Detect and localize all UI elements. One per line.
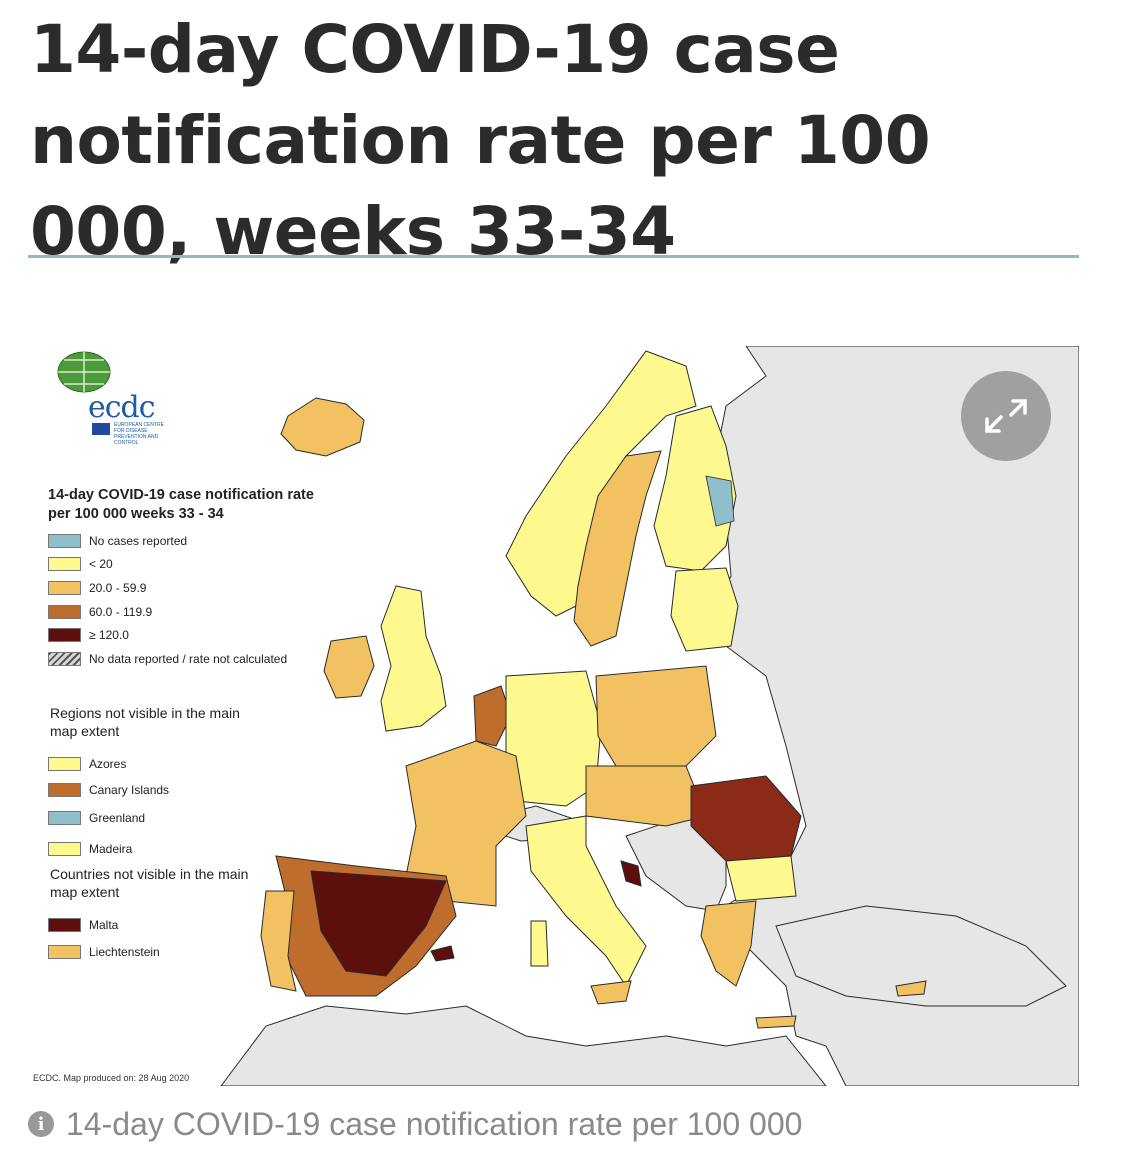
legend-swatch (48, 628, 81, 642)
legend-item: Malta (48, 917, 118, 933)
ireland (323, 635, 375, 699)
non-eu-land-africa (220, 1005, 827, 1086)
legend-swatch (48, 605, 81, 619)
cyprus (895, 980, 927, 997)
caption-text: 14-day COVID-19 case notification rate p… (66, 1105, 803, 1142)
legend-swatch (48, 557, 81, 571)
legend-item: Canary Islands (48, 782, 169, 798)
bulgaria (725, 855, 797, 902)
globe-icon (57, 351, 111, 393)
eu-flag-icon (92, 423, 110, 435)
greece (700, 900, 757, 987)
non-eu-turkey (775, 905, 1067, 1007)
legend-swatch (48, 534, 81, 548)
finland-no-cases (705, 475, 735, 527)
map-production-note: ECDC. Map produced on: 28 Aug 2020 (33, 1073, 190, 1083)
countries-not-visible-title: Countries not visible in the main map ex… (50, 866, 249, 900)
legend-item: 60.0 - 119.9 (48, 604, 152, 620)
croatia-coast (620, 860, 642, 887)
legend-title: 14-day COVID-19 case notification rate p… (48, 487, 314, 522)
image-caption: i 14-day COVID-19 case notification rate… (28, 1104, 802, 1144)
legend-swatch (48, 842, 81, 856)
legend-label: Azores (89, 757, 127, 771)
portugal (260, 890, 297, 992)
legend-item: Azores (48, 756, 126, 772)
italy (525, 815, 647, 987)
legend-label: ≥ 120.0 (89, 628, 129, 642)
legend-label: Madeira (89, 842, 133, 856)
legend-swatch (48, 757, 81, 771)
logo-subtitle: EUROPEAN CENTRE FOR DISEASE PREVENTION A… (114, 422, 165, 446)
legend-item: No data reported / rate not calculated (48, 651, 287, 667)
crete (755, 1015, 797, 1029)
europe-map (220, 346, 1079, 1086)
legend-label: 20.0 - 59.9 (89, 581, 147, 595)
logo-text: ecdc (88, 390, 156, 425)
legend-label: Liechtenstein (89, 945, 160, 959)
finland (653, 405, 737, 572)
benelux (473, 685, 512, 747)
ecdc-logo: ecdc EUROPEAN CENTRE FOR DISEASE PREVENT… (48, 348, 164, 446)
legend-label: < 20 (89, 557, 113, 571)
czech-austria-hungary (585, 765, 707, 827)
sardinia (530, 920, 549, 967)
legend-swatch (48, 945, 81, 959)
info-icon[interactable]: i (28, 1111, 54, 1137)
expand-map-button[interactable] (961, 371, 1051, 461)
legend-label: No cases reported (89, 534, 188, 548)
regions-not-visible-title: Regions not visible in the main map exte… (50, 705, 240, 739)
spain-high (310, 870, 447, 977)
united-kingdom (380, 585, 447, 732)
sicily (590, 980, 632, 1005)
map-figure: ecdc EUROPEAN CENTRE FOR DISEASE PREVENT… (26, 346, 1079, 1086)
legend-item: 20.0 - 59.9 (48, 580, 146, 596)
france (405, 740, 527, 907)
baltics (670, 567, 739, 652)
balearic (430, 945, 455, 962)
legend-item: Greenland (48, 810, 145, 826)
headline-divider (28, 255, 1079, 258)
legend-swatch-hatched (48, 652, 81, 666)
legend-label: Malta (89, 918, 119, 932)
legend-swatch (48, 581, 81, 595)
legend-item: < 20 (48, 556, 113, 572)
poland (595, 665, 717, 767)
expand-arrows-icon (985, 399, 1027, 433)
legend-item: Madeira (48, 841, 132, 857)
legend-item: Liechtenstein (48, 944, 160, 960)
legend-label: No data reported / rate not calculated (89, 652, 288, 666)
sweden (573, 450, 662, 647)
legend-item: No cases reported (48, 533, 187, 549)
legend-item: ≥ 120.0 (48, 627, 129, 643)
legend-label: 60.0 - 119.9 (89, 605, 153, 619)
iceland (280, 397, 365, 457)
legend-label: Greenland (89, 811, 146, 825)
page-headline: 14-day COVID-19 case notification rate p… (30, 11, 931, 270)
legend-label: Canary Islands (89, 783, 170, 797)
legend-swatch (48, 918, 81, 932)
legend-swatch (48, 811, 81, 825)
legend-swatch (48, 783, 81, 797)
